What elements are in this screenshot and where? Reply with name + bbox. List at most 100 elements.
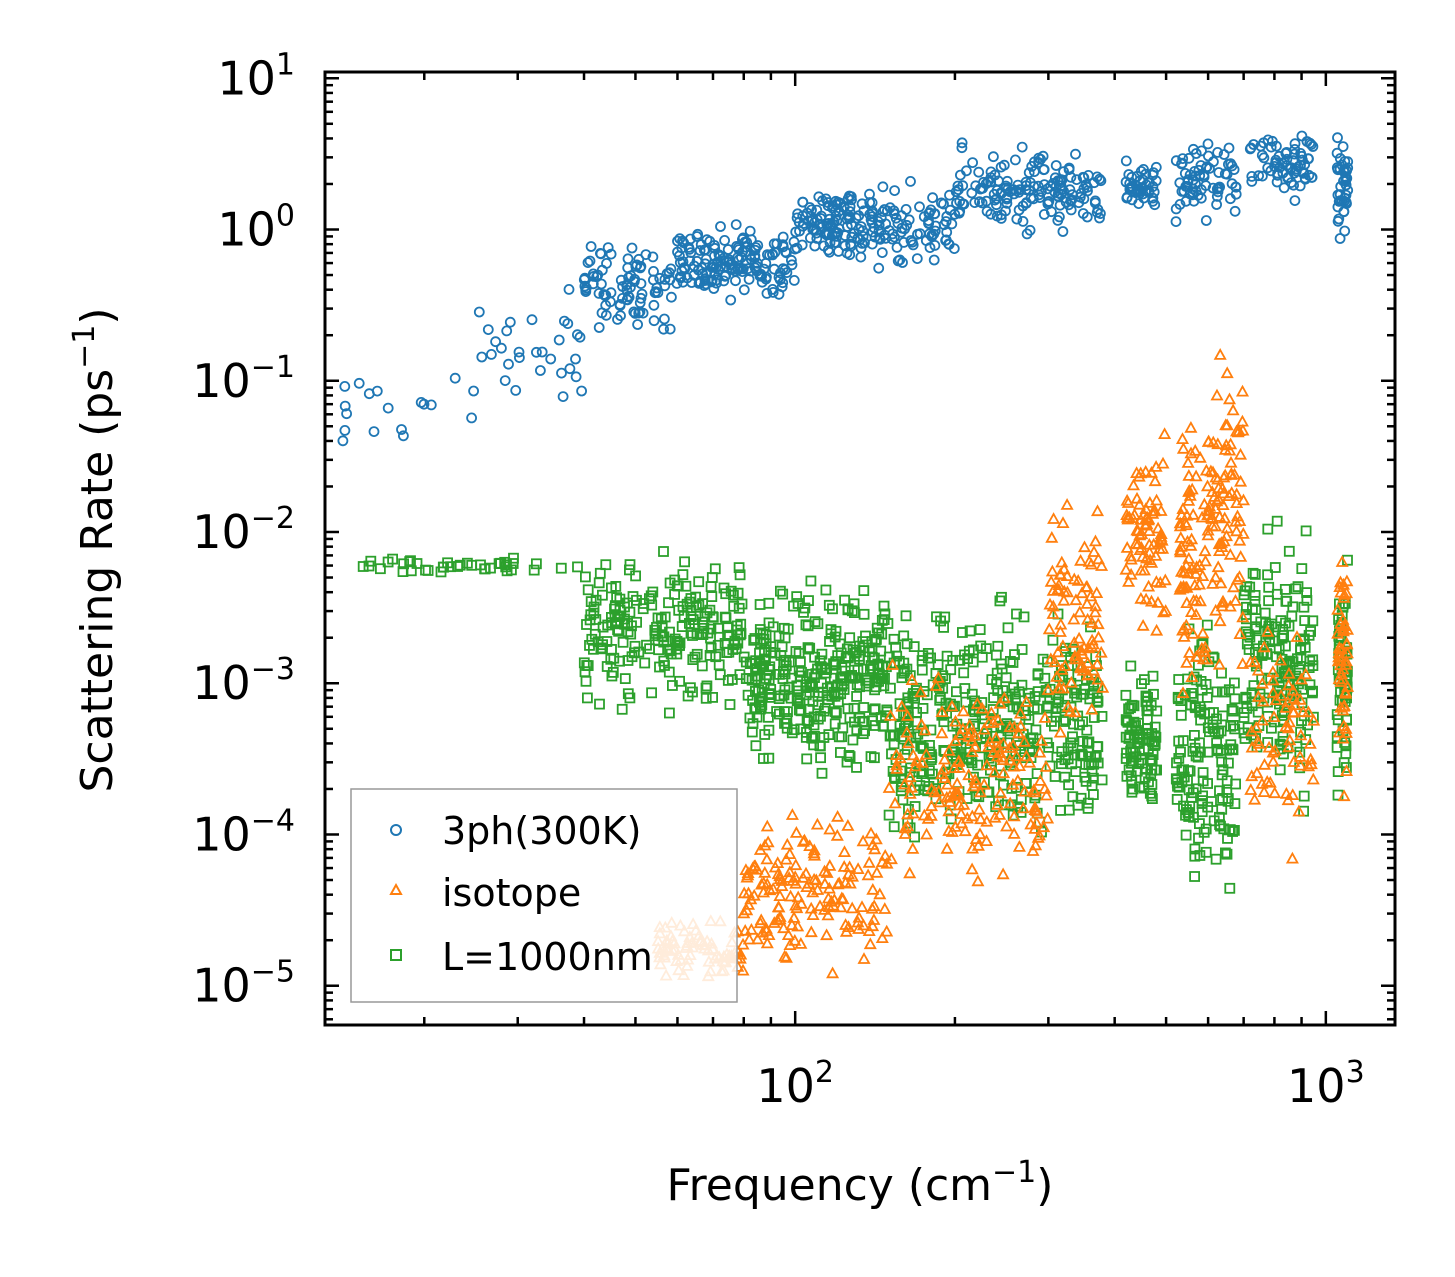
data-point (914, 685, 928, 698)
data-point (1135, 527, 1149, 540)
data-point (965, 862, 979, 875)
data-point (780, 837, 794, 850)
data-point (1013, 204, 1025, 216)
data-point (339, 424, 351, 436)
data-point (626, 242, 638, 254)
data-point (873, 627, 885, 639)
data-point (876, 628, 888, 640)
data-point (1334, 233, 1346, 244)
data-point (1221, 848, 1233, 860)
data-point (873, 887, 887, 900)
data-point (973, 827, 987, 840)
data-point (1206, 577, 1220, 589)
data-point (648, 265, 659, 277)
data-point (667, 680, 678, 691)
data-point (1180, 829, 1192, 841)
data-point (857, 952, 871, 964)
data-point (948, 243, 960, 255)
data-point (949, 746, 961, 758)
data-point (622, 688, 634, 700)
data-point (806, 885, 820, 898)
y-tick-label: 101 (217, 47, 295, 105)
data-point (893, 751, 907, 764)
data-point (954, 195, 966, 207)
data-point (870, 865, 884, 878)
data-point (749, 702, 761, 714)
data-point (866, 919, 880, 932)
data-point (1262, 737, 1274, 748)
data-point (1244, 143, 1256, 155)
data-point (339, 400, 351, 412)
data-point (1175, 432, 1190, 445)
data-point (880, 924, 894, 937)
data-point (900, 725, 914, 738)
data-point (779, 852, 793, 865)
data-point (834, 900, 848, 913)
data-point (1266, 722, 1277, 734)
data-point (435, 566, 447, 578)
data-point (635, 278, 647, 290)
data-point (1184, 446, 1198, 459)
data-point (1035, 153, 1046, 165)
data-point (973, 166, 985, 178)
data-point (1279, 719, 1293, 732)
data-point (1220, 847, 1231, 859)
data-point (1050, 670, 1064, 682)
data-point (1080, 597, 1094, 609)
data-point (1028, 822, 1042, 834)
data-point (1019, 695, 1033, 707)
data-point (1001, 197, 1013, 209)
data-point (1032, 828, 1046, 841)
data-point (1060, 498, 1074, 510)
data-point (1149, 199, 1161, 211)
data-point (659, 611, 671, 623)
data-point (1067, 731, 1078, 743)
data-point (1339, 721, 1353, 734)
data-point (719, 234, 730, 246)
data-point (777, 241, 789, 253)
data-point (651, 622, 662, 633)
data-point (1137, 507, 1151, 520)
data-point (579, 280, 591, 292)
data-point (630, 570, 641, 582)
data-point (1241, 601, 1252, 613)
data-point (843, 876, 857, 889)
data-point (858, 702, 870, 713)
data-point (1131, 170, 1143, 182)
data-point (788, 724, 800, 736)
data-point (1180, 596, 1194, 608)
data-point (758, 263, 770, 275)
data-point (1269, 562, 1281, 573)
data-point (873, 225, 885, 237)
data-point (756, 699, 768, 711)
data-point (1271, 588, 1283, 600)
data-point (1087, 545, 1101, 557)
data-point (1229, 693, 1241, 705)
data-point (976, 651, 988, 663)
data-point (1239, 733, 1251, 744)
data-point (553, 334, 565, 346)
data-point (1332, 215, 1344, 227)
data-point (814, 740, 826, 751)
data-point (1289, 138, 1301, 150)
data-point (1223, 547, 1237, 560)
data-point (1281, 793, 1295, 806)
data-point (646, 687, 657, 699)
data-point (1200, 679, 1212, 690)
data-point (707, 692, 718, 703)
data-point (1283, 545, 1295, 557)
data-point (1126, 757, 1137, 769)
data-point (896, 226, 907, 238)
data-point (1089, 599, 1103, 612)
data-point (996, 736, 1010, 749)
data-point (926, 752, 938, 763)
data-point (917, 703, 929, 714)
data-point (1198, 554, 1213, 567)
data-point (1201, 435, 1215, 447)
data-point (365, 555, 377, 567)
data-point (1340, 637, 1354, 650)
data-point (1175, 746, 1186, 758)
data-point (771, 706, 782, 717)
data-point (1189, 850, 1201, 862)
data-point (810, 817, 824, 830)
